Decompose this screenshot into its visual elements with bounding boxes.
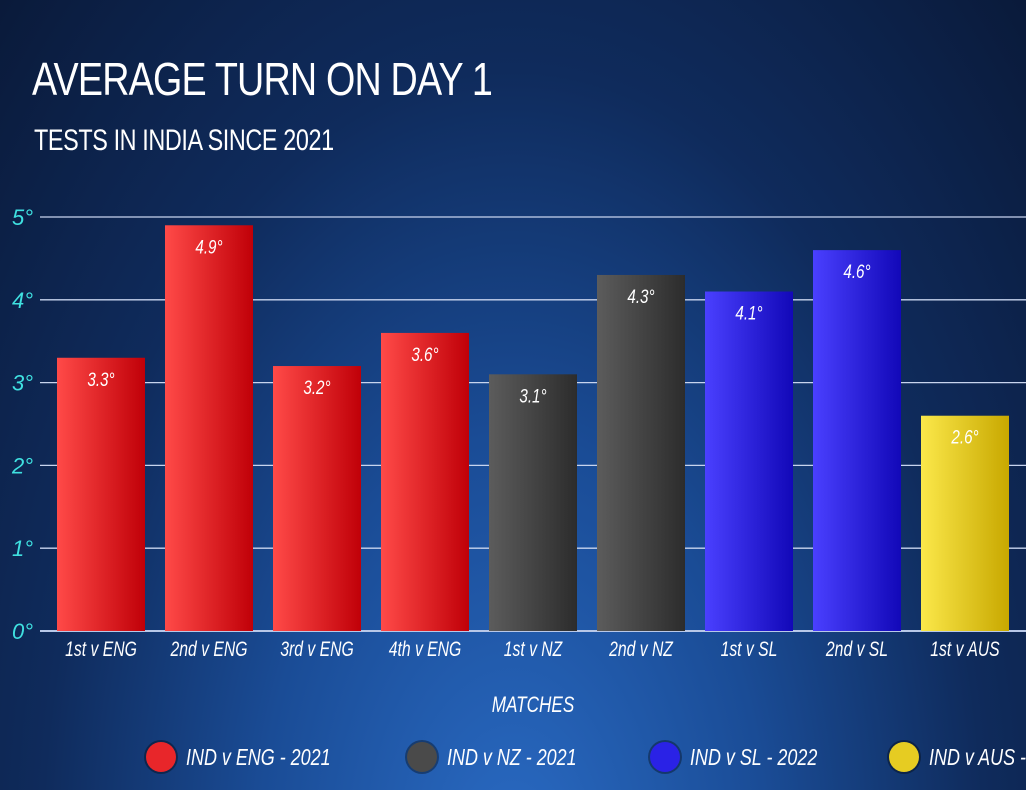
bar bbox=[273, 366, 361, 631]
bar bbox=[57, 357, 145, 631]
x-tick-label: 1st v ENG bbox=[65, 637, 137, 661]
legend-label: IND v SL - 2022 bbox=[689, 743, 817, 770]
data-label: 4.6° bbox=[843, 260, 870, 282]
bar bbox=[597, 274, 685, 631]
x-tick-label: 2nd v SL bbox=[825, 637, 888, 661]
bar bbox=[705, 291, 793, 631]
legend-label: IND v AUS - 2023 bbox=[928, 743, 1026, 770]
x-tick-label: 1st v AUS bbox=[930, 637, 1000, 661]
bar bbox=[921, 415, 1009, 631]
legend-item: IND v ENG - 2021 bbox=[146, 742, 331, 772]
x-tick-label: 4th v ENG bbox=[389, 637, 462, 661]
x-tick-label: 2nd v ENG bbox=[170, 637, 248, 661]
data-label: 4.9° bbox=[195, 236, 222, 258]
y-tick-label: 1° bbox=[12, 536, 33, 561]
legend-swatch bbox=[146, 742, 176, 772]
data-label: 2.6° bbox=[951, 426, 979, 448]
bar bbox=[381, 332, 469, 631]
x-tick-label: 3rd v ENG bbox=[280, 637, 353, 661]
data-label: 3.2° bbox=[303, 376, 330, 398]
x-tick-label: 1st v SL bbox=[721, 637, 778, 661]
legend-swatch bbox=[407, 742, 438, 772]
legend-swatch bbox=[649, 742, 680, 772]
x-tick-label: 2nd v NZ bbox=[608, 637, 673, 661]
data-label: 3.3° bbox=[87, 368, 114, 390]
legend-item: IND v NZ - 2021 bbox=[407, 742, 577, 772]
y-tick-label: 5° bbox=[12, 205, 33, 230]
y-tick-label: 4° bbox=[12, 288, 33, 313]
legend-item: IND v SL - 2022 bbox=[649, 742, 817, 772]
data-label: 4.1° bbox=[735, 302, 762, 324]
legend-swatch bbox=[888, 742, 919, 772]
data-label: 3.6° bbox=[411, 343, 438, 365]
y-tick-label: 3° bbox=[12, 371, 33, 396]
legend-label: IND v ENG - 2021 bbox=[186, 743, 331, 770]
legend: IND v ENG - 2021 IND v NZ - 2021 IND v SL … bbox=[146, 742, 1026, 772]
data-label: 3.1° bbox=[519, 385, 546, 407]
y-tick-label: 2° bbox=[11, 453, 33, 478]
bar bbox=[489, 374, 577, 631]
chart-subtitle: TESTS IN INDIA SINCE 2021 bbox=[34, 124, 334, 157]
bar bbox=[165, 225, 253, 631]
x-tick-label: 1st v NZ bbox=[504, 637, 563, 661]
bar bbox=[813, 250, 901, 631]
y-tick-label: 0° bbox=[12, 619, 33, 644]
legend-label: IND v NZ - 2021 bbox=[447, 743, 577, 770]
x-axis-label: MATCHES bbox=[492, 693, 575, 718]
legend-item: IND v AUS - 2023 bbox=[888, 742, 1026, 772]
chart-title: AVERAGE TURN ON DAY 1 bbox=[32, 53, 493, 105]
data-label: 4.3° bbox=[627, 285, 654, 307]
